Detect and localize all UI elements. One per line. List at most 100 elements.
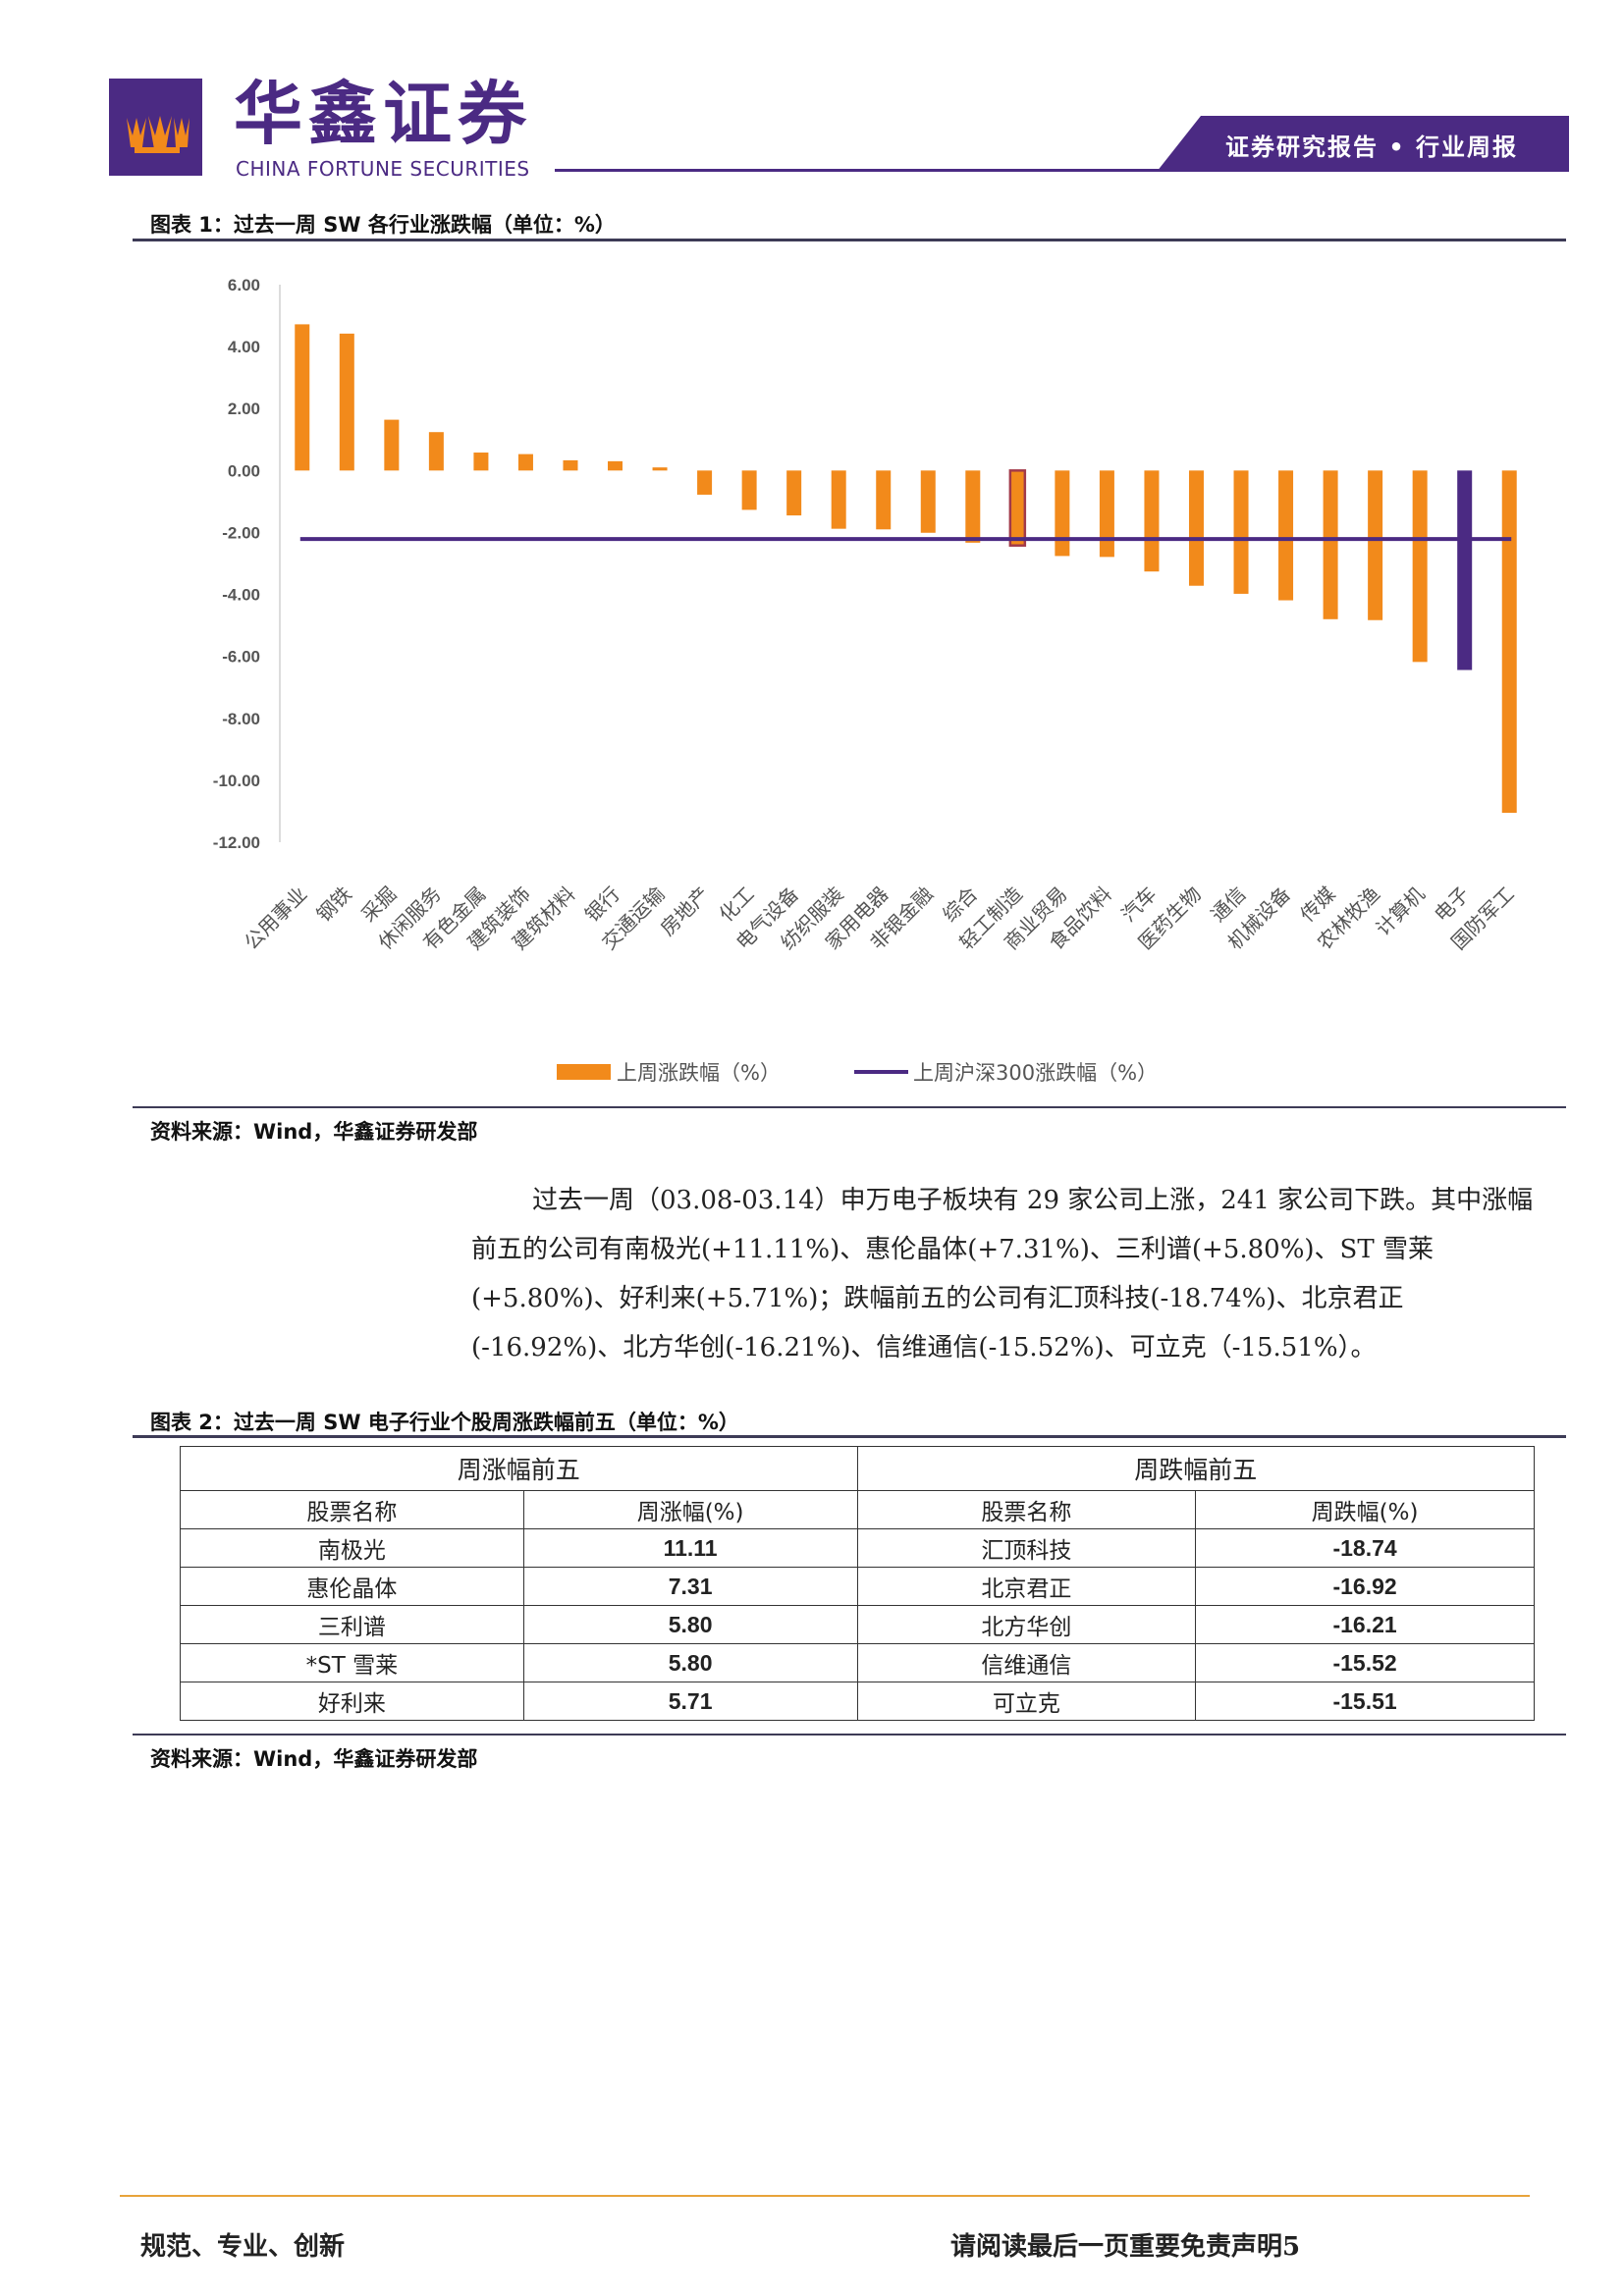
bar (1188, 470, 1204, 586)
bar (1457, 470, 1473, 670)
down-stock-name: 可立克 (856, 1682, 1197, 1721)
bar (1278, 470, 1294, 601)
x-category-label: 房地产 (656, 882, 714, 940)
y-tick-label: 4.00 (228, 338, 260, 356)
col-name-up: 股票名称 (180, 1490, 524, 1529)
col-name-down: 股票名称 (856, 1490, 1197, 1529)
bar (339, 333, 354, 471)
page-number: 5 (1282, 2232, 1301, 2262)
bar (1099, 470, 1114, 558)
bar (1233, 470, 1249, 594)
figure2-caption: 图表 2：过去一周 SW 电子行业个股周涨跌幅前五（单位：%） (150, 1411, 739, 1434)
bar (920, 470, 936, 533)
up-stock-name: 好利来 (180, 1682, 524, 1721)
figure2-source: 资料来源：Wind，华鑫证券研发部 (150, 1747, 478, 1771)
table-row: 好利来 5.71 可立克 -15.51 (180, 1682, 1535, 1721)
bar (1501, 470, 1517, 814)
report-tag-text: 证券研究报告 • 行业周报 (1225, 133, 1519, 161)
y-tick-label: 6.00 (228, 276, 260, 294)
bar (517, 454, 533, 471)
legend-label-line: 上周沪深300涨跌幅（%） (913, 1061, 1158, 1085)
down-stock-name: 信维通信 (856, 1643, 1197, 1682)
table-column-header: 股票名称 周涨幅(%) 股票名称 周跌幅(%) (180, 1490, 1535, 1529)
bar (563, 459, 578, 471)
table-row: 南极光 11.11 汇顶科技 -18.74 (180, 1528, 1535, 1568)
figure2-bottom-rule (133, 1734, 1566, 1735)
top-movers-table: 周涨幅前五 周跌幅前五 股票名称 周涨幅(%) 股票名称 周跌幅(%) 南极光 … (180, 1446, 1535, 1721)
y-tick-label: -4.00 (222, 586, 260, 605)
up-stock-name: *ST 雪莱 (180, 1643, 524, 1682)
up-stock-change: 5.71 (522, 1682, 858, 1721)
down-stock-name: 北京君正 (856, 1567, 1197, 1606)
logo (109, 79, 202, 176)
down-stock-change: -16.92 (1195, 1567, 1535, 1606)
chart-legend: 上周涨跌幅（%） 上周沪深300涨跌幅（%） (557, 1061, 1158, 1085)
logo-emblem-icon (127, 116, 189, 153)
down-stock-change: -15.51 (1195, 1682, 1535, 1721)
bar (652, 467, 668, 471)
bar (473, 453, 489, 471)
industry-bar-chart: 6.00 4.00 2.00 0.00 -2.00 -4.00 -6.00 -8.00 -10.… (213, 276, 1519, 1085)
bars (295, 324, 1517, 814)
figure2-top-rule (133, 1435, 1566, 1438)
body-paragraph: 过去一周（03.08-03.14）申万电子板块有 29 家公司上涨，241 家公… (471, 1176, 1551, 1372)
bar (1368, 470, 1383, 620)
bar (876, 470, 892, 530)
footer-disclaimer: 请阅读最后一页重要免责声明5 (950, 2226, 1300, 2263)
bar (608, 460, 623, 471)
group-down-header: 周跌幅前五 (856, 1446, 1535, 1491)
y-tick-label: -2.00 (222, 523, 260, 542)
y-tick-label: 2.00 (228, 400, 260, 418)
y-tick-label: 0.00 (228, 461, 260, 480)
legend-swatch-bar (557, 1064, 611, 1080)
down-stock-change: -18.74 (1195, 1528, 1535, 1568)
up-stock-name: 三利谱 (180, 1605, 524, 1644)
col-chg-down: 周跌幅(%) (1195, 1490, 1535, 1529)
up-stock-name: 惠伦晶体 (180, 1567, 524, 1606)
bar (786, 470, 802, 516)
table-row: 三利谱 5.80 北方华创 -16.21 (180, 1605, 1535, 1644)
y-axis: 6.00 4.00 2.00 0.00 -2.00 -4.00 -6.00 -8.00 -10.… (213, 276, 281, 852)
down-stock-name: 汇顶科技 (856, 1528, 1197, 1568)
bar (295, 324, 310, 471)
figure1-bottom-rule (133, 1106, 1566, 1108)
bar (1008, 469, 1027, 547)
bar (965, 470, 981, 543)
footer-disclaimer-text: 请阅读最后一页重要免责声明 (950, 2232, 1283, 2262)
down-stock-change: -15.52 (1195, 1643, 1535, 1682)
footer-divider (120, 2195, 1530, 2197)
down-stock-change: -16.21 (1195, 1605, 1535, 1644)
col-chg-up: 周涨幅(%) (522, 1490, 858, 1529)
up-stock-change: 5.80 (522, 1605, 858, 1644)
figure1-caption: 图表 1：过去一周 SW 各行业涨跌幅（单位：%） (150, 213, 616, 237)
up-stock-change: 7.31 (522, 1567, 858, 1606)
footer-slogan: 规范、专业、创新 (140, 2232, 346, 2262)
brand-name-en: CHINA FORTUNE SECURITIES (236, 157, 530, 181)
figure1-source: 资料来源：Wind，华鑫证券研发部 (150, 1120, 478, 1144)
header-divider (555, 169, 1566, 172)
bar (1412, 470, 1428, 663)
bar (428, 432, 444, 471)
group-up-header: 周涨幅前五 (180, 1446, 858, 1491)
table-row: *ST 雪莱 5.80 信维通信 -15.52 (180, 1643, 1535, 1682)
down-stock-name: 北方华创 (856, 1605, 1197, 1644)
y-tick-label: -12.00 (213, 833, 260, 852)
bar (697, 470, 713, 495)
x-category-label: 计算机 (1371, 882, 1429, 940)
legend-label-bar: 上周涨跌幅（%） (617, 1061, 781, 1085)
figure1-top-rule (133, 239, 1566, 241)
up-stock-change: 5.80 (522, 1643, 858, 1682)
report-tag-banner (1157, 116, 1569, 172)
bar (1055, 470, 1070, 557)
bar (741, 470, 757, 510)
bar (1144, 470, 1160, 572)
x-category-label: 公用事业 (240, 882, 312, 955)
table-group-header: 周涨幅前五 周跌幅前五 (180, 1446, 1535, 1491)
brand-name-cn: 华鑫证券 (234, 74, 532, 154)
x-category-label: 钢铁 (312, 882, 356, 927)
y-tick-label: -10.00 (213, 772, 260, 790)
up-stock-name: 南极光 (180, 1528, 524, 1568)
bar (384, 419, 400, 471)
table-row: 惠伦晶体 7.31 北京君正 -16.92 (180, 1567, 1535, 1606)
